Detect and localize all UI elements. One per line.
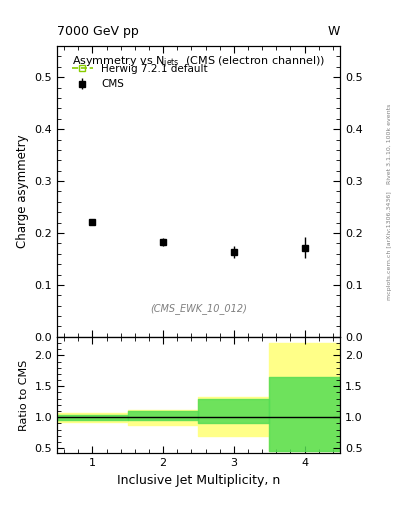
Text: mcplots.cern.ch [arXiv:1306.3436]: mcplots.cern.ch [arXiv:1306.3436] bbox=[387, 191, 392, 300]
X-axis label: Inclusive Jet Multiplicity, n: Inclusive Jet Multiplicity, n bbox=[117, 474, 280, 486]
Text: (CMS_EWK_10_012): (CMS_EWK_10_012) bbox=[150, 303, 247, 313]
Y-axis label: Ratio to CMS: Ratio to CMS bbox=[19, 359, 29, 431]
Text: W: W bbox=[328, 26, 340, 38]
Text: 7000 GeV pp: 7000 GeV pp bbox=[57, 26, 139, 38]
Y-axis label: Charge asymmetry: Charge asymmetry bbox=[16, 135, 29, 248]
Legend: Herwig 7.2.1 default, CMS: Herwig 7.2.1 default, CMS bbox=[68, 60, 212, 94]
Text: Asymmetry vs N$_{\mathregular{jets}}$  (CMS (electron channel)): Asymmetry vs N$_{\mathregular{jets}}$ (C… bbox=[72, 55, 325, 71]
Text: Rivet 3.1.10, 100k events: Rivet 3.1.10, 100k events bbox=[387, 103, 392, 183]
